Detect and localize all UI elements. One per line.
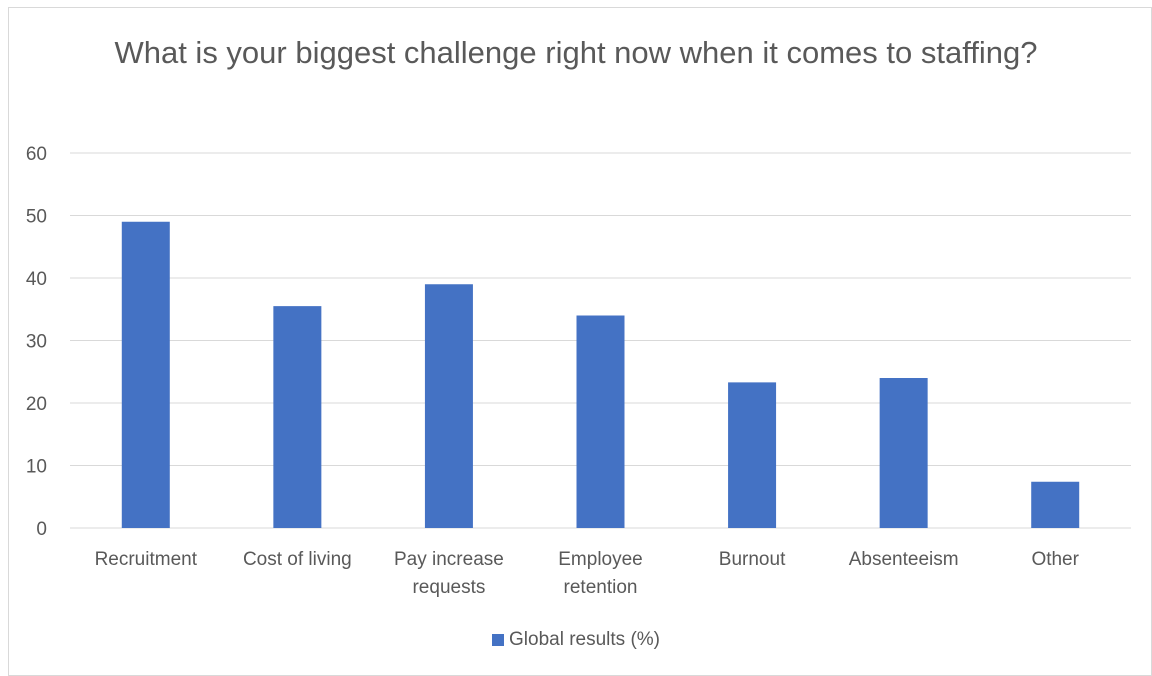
x-tick-label-line: Other <box>1031 549 1079 570</box>
bars <box>121 221 1080 528</box>
bar <box>424 284 473 528</box>
bar <box>1031 481 1080 528</box>
bar <box>728 382 777 528</box>
legend-swatch <box>492 634 504 646</box>
x-tick-label-line: retention <box>564 577 638 598</box>
x-tick-label: Employee retention <box>558 549 643 598</box>
y-tick-label: 10 <box>26 457 47 478</box>
y-tick-label: 60 <box>26 144 47 165</box>
y-tick-label: 20 <box>26 394 47 415</box>
y-axis: 0 10 20 30 40 50 60 <box>26 144 47 540</box>
x-tick-label: Burnout <box>719 549 786 570</box>
x-tick-label-line: Absenteeism <box>849 549 959 570</box>
y-tick-label: 50 <box>26 207 47 228</box>
y-tick-label: 30 <box>26 332 47 353</box>
x-tick-label: Pay increase requests <box>394 549 504 598</box>
y-tick-label: 0 <box>36 519 47 540</box>
x-axis: Recruitment Cost of living Pay increase req… <box>95 549 1080 598</box>
x-tick-label: Cost of living <box>243 549 352 570</box>
bar <box>576 315 625 528</box>
y-tick-label: 40 <box>26 269 47 290</box>
x-tick-label-line: Employee <box>558 549 643 570</box>
x-tick-label-line: Recruitment <box>95 549 198 570</box>
legend-label: Global results (%) <box>509 629 660 650</box>
bar <box>879 378 928 528</box>
x-tick-label-line: Burnout <box>719 549 786 570</box>
bar <box>121 221 170 528</box>
x-tick-label-line: requests <box>412 577 485 598</box>
x-tick-label: Recruitment <box>95 549 198 570</box>
x-tick-label: Absenteeism <box>849 549 959 570</box>
x-tick-label-line: Cost of living <box>243 549 352 570</box>
x-tick-label: Other <box>1031 549 1079 570</box>
legend: Global results (%) <box>0 629 1152 651</box>
bar <box>273 306 322 528</box>
x-tick-label-line: Pay increase <box>394 549 504 570</box>
chart-title: What is your biggest challenge right now… <box>114 35 1038 70</box>
